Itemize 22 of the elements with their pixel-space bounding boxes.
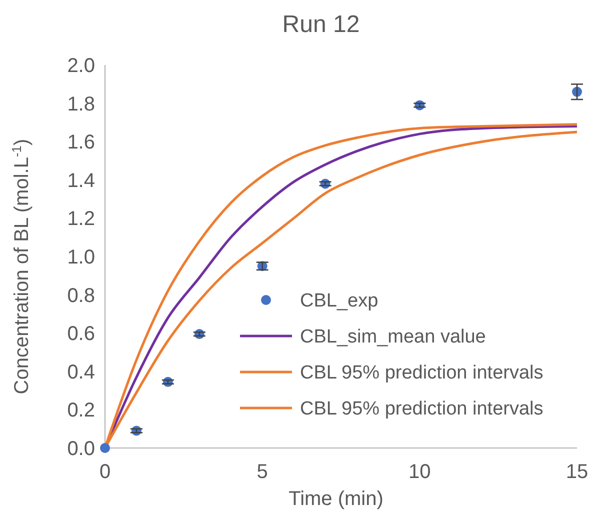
x-tick-label: 0 [99, 461, 111, 483]
y-tick-label: 0.2 [67, 400, 95, 422]
y-tick-label: 0.6 [67, 323, 95, 346]
y-tick-label: 1.6 [67, 132, 95, 154]
y-tick-label: 1.8 [67, 93, 95, 116]
y-tick-label: 1.2 [67, 208, 95, 230]
y-tick-label: 1.0 [67, 246, 95, 268]
y-tick-label: 1.4 [67, 170, 95, 192]
y-tick-label: 2.0 [67, 55, 95, 77]
legend-label: CBL_exp [300, 290, 378, 312]
legend-label: CBL 95% prediction intervals [300, 362, 544, 384]
y-tick-label: 0.8 [67, 284, 95, 307]
point [100, 443, 110, 453]
legend-label: CBL 95% prediction intervals [300, 398, 544, 420]
x-tick-label: 5 [256, 461, 268, 483]
y-tick-label: 0.0 [67, 438, 95, 460]
x-tick-label: 15 [566, 461, 588, 483]
y-tick-label: 0.4 [67, 361, 95, 384]
x-tick-label: 10 [408, 461, 431, 483]
x-axis-title: Time (min) [288, 488, 384, 510]
legend-label: CBL_sim_mean value [300, 326, 486, 348]
chart-title: Run 12 [282, 11, 360, 38]
